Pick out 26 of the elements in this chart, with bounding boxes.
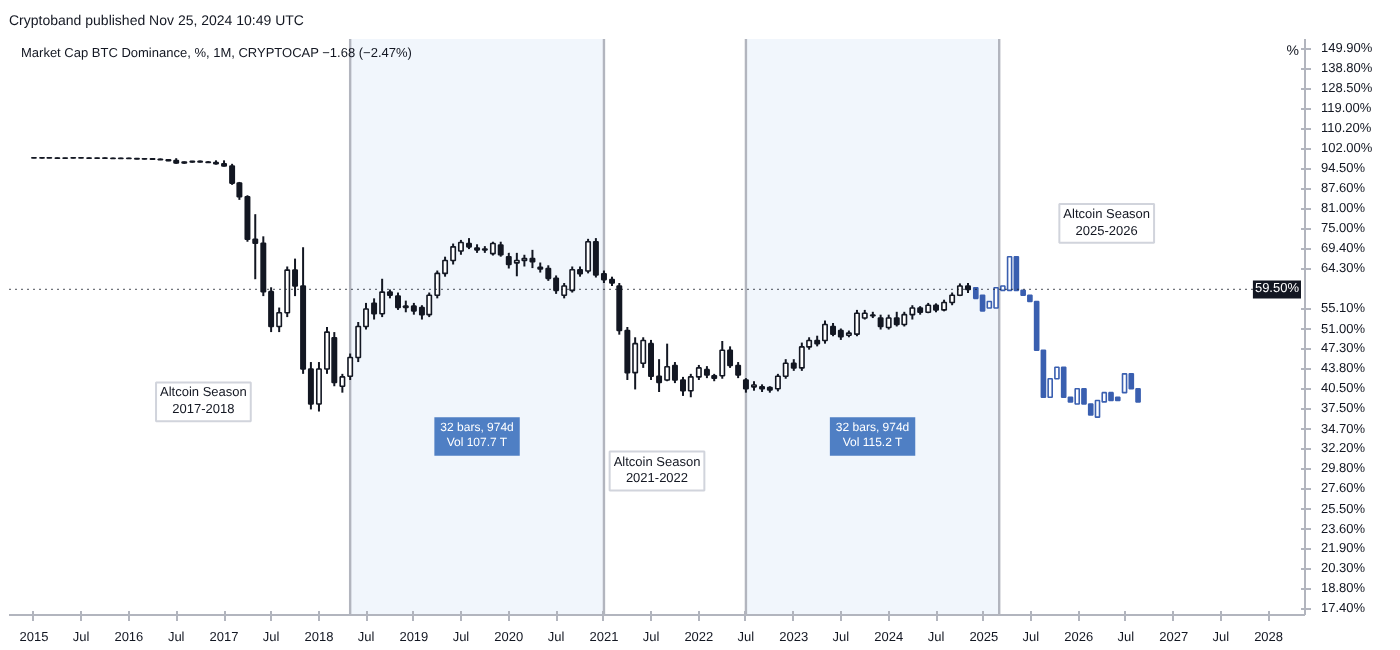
candlestick	[640, 336, 647, 369]
candlestick	[671, 361, 678, 385]
candlestick	[1013, 255, 1020, 292]
candlestick	[585, 237, 592, 275]
candlestick	[822, 319, 828, 345]
candlestick	[648, 338, 654, 381]
candlestick	[592, 237, 599, 279]
candlestick	[993, 286, 999, 309]
candlestick	[664, 342, 671, 383]
candlestick	[727, 345, 734, 369]
candlestick	[569, 265, 576, 294]
candlestick	[853, 308, 860, 338]
candlestick	[529, 248, 536, 270]
candlestick	[284, 265, 291, 319]
candlestick	[331, 331, 338, 388]
candlestick	[513, 251, 520, 278]
candlestick	[719, 339, 726, 380]
candlestick	[553, 274, 560, 295]
candlestick	[687, 372, 694, 399]
candlestick	[371, 297, 378, 321]
candlestick	[379, 277, 386, 319]
candlestick	[1060, 366, 1067, 399]
candlestick	[798, 341, 805, 372]
candlestick	[1006, 255, 1013, 292]
candlestick	[450, 242, 457, 266]
candlestick	[632, 336, 639, 391]
